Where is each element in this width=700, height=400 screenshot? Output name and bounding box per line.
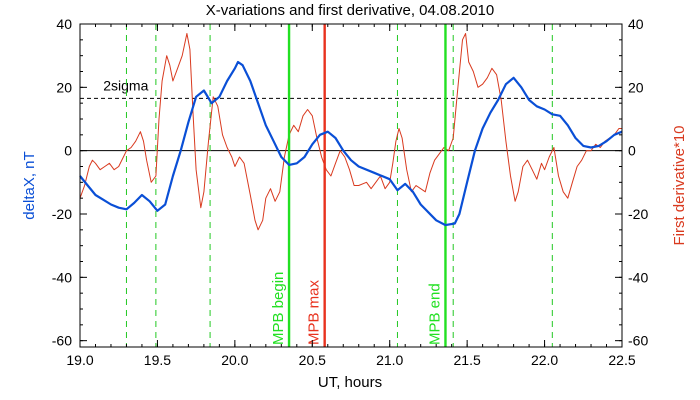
x-tick-label: 22.0 bbox=[531, 352, 558, 368]
x-tick-label: 19.5 bbox=[144, 352, 171, 368]
x-axis-label: UT, hours bbox=[318, 374, 382, 391]
left-axis-label: deltaX, nT bbox=[21, 151, 38, 219]
x-tick-label: 21.5 bbox=[454, 352, 481, 368]
y-left-tick-label: -20 bbox=[52, 206, 72, 222]
y-right-tick-label: 20 bbox=[628, 79, 644, 95]
chart-title: X-variations and first derivative, 04.08… bbox=[206, 2, 495, 19]
y-left-tick-label: 40 bbox=[56, 16, 72, 32]
y-left-tick-label: -40 bbox=[52, 269, 72, 285]
mpb-marker-label-2: MPB max bbox=[306, 279, 323, 345]
sigma-label: 2sigma bbox=[103, 77, 148, 93]
y-right-tick-label: -60 bbox=[628, 333, 648, 349]
deltax-line bbox=[79, 60, 623, 227]
x-tick-label: 20.5 bbox=[299, 352, 326, 368]
plot-frame bbox=[79, 23, 623, 348]
y-right-tick-label: 40 bbox=[628, 16, 644, 32]
derivative-line bbox=[79, 33, 622, 231]
x-tick-label: 22.5 bbox=[608, 352, 635, 368]
right-axis-label: First derivative*10 bbox=[671, 125, 688, 245]
y-left-tick-label: 0 bbox=[64, 143, 72, 159]
x-tick-label: 19.0 bbox=[66, 352, 93, 368]
y-right-tick-label: 0 bbox=[628, 143, 636, 159]
plot-area: 2sigma MPB begin MPB max MPB end 19.0 19.5 20.… bbox=[52, 16, 649, 368]
y-left-tick-label: -60 bbox=[52, 333, 72, 349]
y-right-tick-label: -20 bbox=[628, 206, 648, 222]
mpb-marker-label-3: MPB end bbox=[427, 283, 444, 345]
x-tick-label: 21.0 bbox=[376, 352, 403, 368]
mpb-marker-label-1: MPB begin bbox=[270, 272, 287, 345]
y-right-tick-label: -40 bbox=[628, 269, 648, 285]
x-tick-label: 20.0 bbox=[221, 352, 248, 368]
y-left-tick-label: 20 bbox=[56, 79, 72, 95]
